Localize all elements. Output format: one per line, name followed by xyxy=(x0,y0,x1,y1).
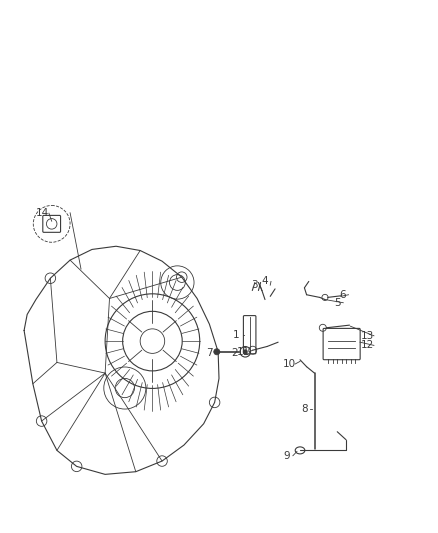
Text: 6: 6 xyxy=(339,290,346,300)
Text: 7: 7 xyxy=(206,348,213,358)
Text: 2: 2 xyxy=(231,348,238,358)
Text: 12: 12 xyxy=(361,341,374,350)
Text: 9: 9 xyxy=(283,451,290,461)
Circle shape xyxy=(214,349,220,355)
Text: 1: 1 xyxy=(233,330,240,340)
Text: 14: 14 xyxy=(36,208,49,218)
Text: 5: 5 xyxy=(334,298,341,308)
Text: 8: 8 xyxy=(301,405,308,414)
Text: 13: 13 xyxy=(361,331,374,341)
Circle shape xyxy=(243,350,247,354)
Text: 10: 10 xyxy=(283,359,296,369)
Text: 3: 3 xyxy=(251,280,258,290)
Text: 4: 4 xyxy=(261,277,268,286)
Text: 11: 11 xyxy=(237,347,250,357)
